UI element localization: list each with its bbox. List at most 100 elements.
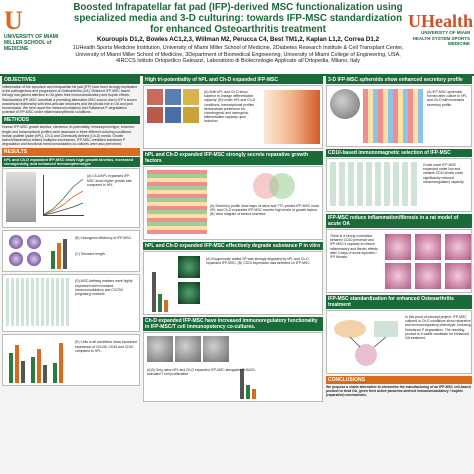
poster-header: U UNIVERSITY OF MIAMI MILLER SCHOOL of M…	[0, 0, 474, 76]
figure-cd10-selection: Crude naive IFP-MSC expanded under low a…	[326, 158, 472, 212]
colony-image	[27, 235, 41, 250]
histology-image	[385, 234, 411, 260]
uhealth-logo-mark: UHealth	[408, 11, 473, 31]
growth-caption: (A) Secretory profile heat maps of naive…	[210, 204, 320, 217]
university-logo: U UNIVERSITY OF MIAMI MILLER SCHOOL of M…	[4, 6, 62, 53]
histology-image	[415, 263, 441, 289]
caption-a: (A) Ch-D/hPL expanded IFP-MSC show highe…	[87, 174, 132, 187]
bar	[9, 353, 13, 384]
immuno-caption: (A,B) Only naive hPL and Ch-D expanded I…	[147, 368, 256, 377]
standardization-schematic	[334, 320, 398, 366]
histology-image	[415, 234, 441, 260]
uhealth-logo-text: UNIVERSITY OF MIAMI HEALTH SYSTEM SPORTS…	[412, 30, 470, 46]
methods-heading: METHODS	[2, 116, 140, 125]
bar	[57, 243, 61, 270]
tri-potentiality-heading: High tri-potentiality of hPL and Ch-D ex…	[143, 76, 323, 84]
venn-diagram	[253, 173, 295, 199]
micrograph-panel	[6, 172, 36, 223]
spheroid-caption: (A) IFP-MSC spheroids formed after cultu…	[427, 90, 467, 107]
bar	[164, 300, 168, 312]
bar	[31, 357, 35, 384]
colony-image	[9, 252, 23, 267]
osteo-stain-image	[147, 107, 163, 123]
figure-oa-model: There is a strong correlation between CD…	[326, 229, 472, 293]
caption-e: (E) Cells in all conditions show increas…	[75, 340, 137, 353]
marker-histograms	[6, 278, 70, 327]
university-logo-mark: U	[4, 6, 23, 35]
standardization-caption: In this proof-of-concept project, IFP-MS…	[405, 315, 471, 341]
cd10-histograms	[330, 162, 420, 206]
caption-c: (C) Telomere length.	[75, 252, 106, 257]
immunopotency-heading: Ch-D expanded IFP-MSC have increased imm…	[143, 317, 323, 331]
chondro-stain-image	[165, 89, 181, 105]
bar	[37, 349, 41, 384]
adipo-stain-image	[183, 107, 199, 123]
bar	[246, 385, 250, 399]
figure-clonogenicity: (B) Clonogenic efficiency of IFP-MSC. (C…	[2, 230, 140, 273]
figure-standardization: In this proof-of-concept project, IFP-MS…	[326, 310, 472, 374]
cd10-image	[178, 282, 200, 304]
figure-immunopotency: (A,B) Only naive hPL and Ch-D expanded I…	[143, 332, 323, 402]
substance-caption: (A) Exogenously added SP was strongly de…	[206, 257, 311, 266]
colony-image	[27, 252, 41, 267]
figure-growth-factors: (A) Secretory profile heat maps of naive…	[143, 166, 323, 240]
growth-plot-axes	[43, 175, 84, 217]
coculture-image	[203, 336, 229, 362]
figure-immunophenotype: (D) MSC-defining markers were highly exp…	[2, 274, 140, 333]
uhealth-logo: UHealth UNIVERSITY OF MIAMI HEALTH SYSTE…	[408, 11, 473, 52]
spheroid-image	[330, 89, 360, 119]
cd10-caption: Crude naive IFP-MSC expanded under low a…	[423, 163, 465, 184]
chondro-stain-image	[165, 107, 181, 123]
results-subheading-growth: hPL and Ch-D expanded IFP-MSC show high …	[2, 157, 140, 168]
oa-model-heading: IFP-MSC reduce inflammation/fibrosis in …	[326, 214, 472, 228]
oa-caption: There is a strong correlation between CD…	[330, 234, 378, 260]
coculture-image	[147, 336, 173, 362]
university-logo-text: UNIVERSITY OF MIAMI MILLER SCHOOL of MED…	[4, 34, 59, 52]
figure-growth-kinetics: (A) Ch-D/hPL expanded IFP-MSC show highe…	[2, 168, 140, 229]
figure-tri-potentiality: (A) Both hPL and Ch-D show superior tri-…	[143, 85, 323, 149]
osteo-stain-image	[147, 89, 163, 105]
caption-d: (D) MSC-defining markers were highly exp…	[75, 279, 133, 297]
bar	[51, 251, 55, 270]
bar	[21, 361, 25, 384]
histology-image	[445, 263, 471, 289]
bar	[252, 389, 256, 399]
colony-image	[9, 235, 23, 250]
methods-text: Human IFP-MSC growth kinetics, stemness,…	[2, 125, 135, 147]
substance-p-heading: hPL and Ch-D expanded IFP-MSC effectivel…	[143, 242, 323, 250]
cd10-selection-heading: CD10-based immunomagnetic selection of I…	[326, 149, 472, 157]
figure-spheroids: (A) IFP-MSC spheroids formed after cultu…	[326, 85, 472, 147]
results-heading: RESULTS	[2, 148, 140, 157]
secretome-heatmap	[147, 170, 207, 234]
column-middle: High tri-potentiality of hPL and Ch-D ex…	[143, 76, 323, 472]
objectives-heading: OBJECTIVES	[2, 76, 140, 84]
transcript-heatmap	[264, 90, 320, 144]
conclusions-text: We propose a viable alternative to strea…	[326, 385, 471, 398]
histology-image	[445, 234, 471, 260]
cd10-image	[178, 256, 200, 278]
objectives-text: Inflammation of the synovium and infrapa…	[2, 85, 137, 115]
column-left: OBJECTIVES Inflammation of the synovium …	[2, 76, 140, 472]
bar	[15, 345, 19, 384]
column-right: 3-D IFP-MSC spheroids show enhanced secr…	[326, 76, 472, 472]
adipo-stain-image	[183, 89, 199, 105]
bar	[43, 365, 47, 384]
caption-b: (B) Clonogenic efficiency of IFP-MSC.	[75, 236, 133, 241]
spheroid-heading: 3-D IFP-MSC spheroids show enhanced secr…	[326, 76, 472, 84]
coculture-image	[175, 336, 201, 362]
standardization-heading: IFP-MSC standardization for enhanced Ost…	[326, 295, 472, 309]
bar	[63, 239, 67, 270]
bar	[240, 369, 244, 399]
poster-title: Boosted Infrapatellar fat pad (IFP)-deri…	[73, 2, 403, 35]
bar	[152, 272, 156, 312]
histology-image	[385, 263, 411, 289]
bar	[158, 294, 162, 312]
figure-marker-expression: (E) Cells in all conditions show increas…	[2, 334, 140, 387]
growth-factor-heading: hPL and Ch-D expanded IFP-MSC strongly s…	[143, 151, 323, 165]
figure-substance-p: (A) Exogenously added SP was strongly de…	[143, 251, 323, 315]
bar	[59, 343, 63, 384]
conclusions-heading: CONCLUSIONS	[326, 376, 472, 384]
tri-caption: (A) Both hPL and Ch-D show superior tri-…	[204, 90, 256, 124]
poster-affiliations: 1UHealth Sports Medicine Institution, Un…	[72, 45, 404, 65]
